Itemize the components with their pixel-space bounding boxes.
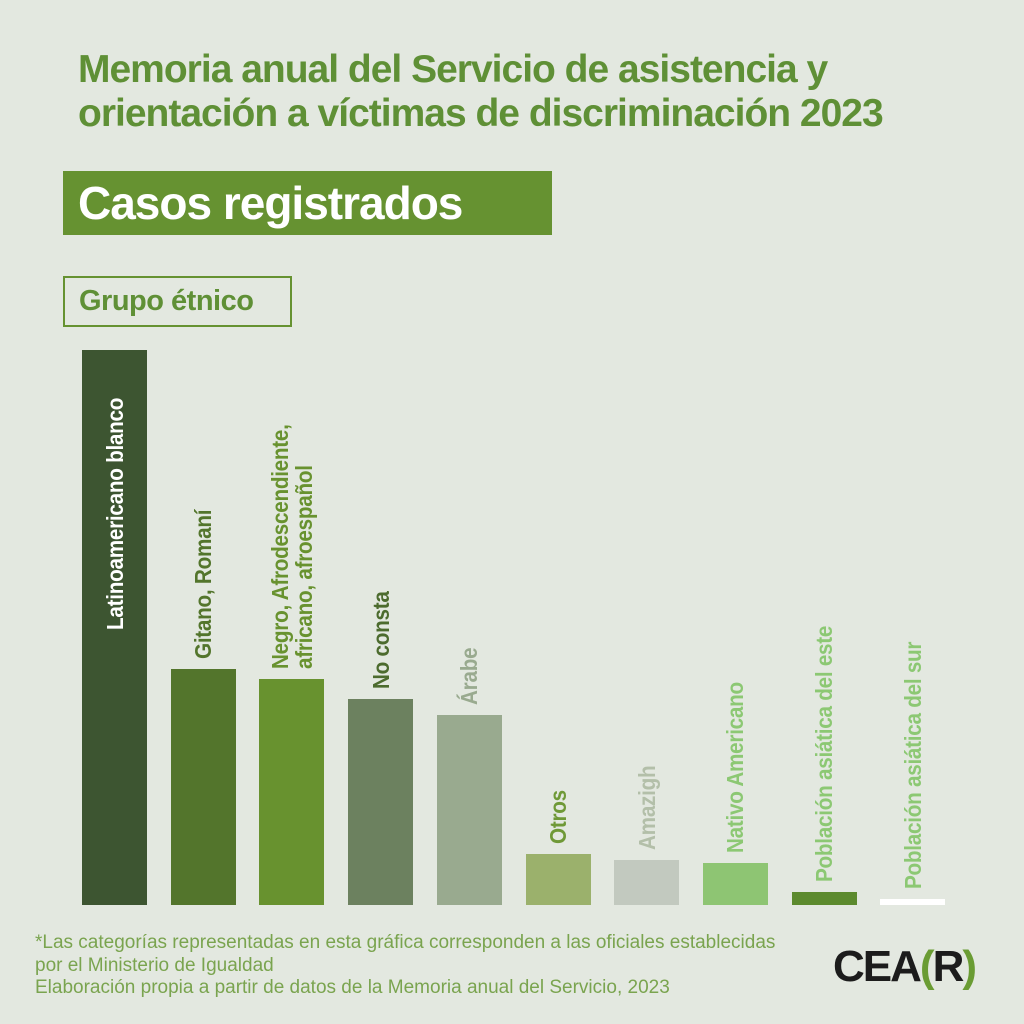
category-axis-label: Grupo étnico xyxy=(79,285,254,317)
page-title: Memoria anual del Servicio de asistencia… xyxy=(78,48,884,136)
chart-title-label: Casos registrados xyxy=(78,177,463,229)
footnote: *Las categorías representadas en esta gr… xyxy=(35,932,775,1000)
cear-logo: CEA(R) xyxy=(833,942,977,992)
bar-label: Nativo Americano xyxy=(722,682,749,853)
bar xyxy=(702,863,768,905)
bar xyxy=(525,854,591,905)
page-title-line-1: Memoria anual del Servicio de asistencia… xyxy=(78,48,828,91)
bar xyxy=(614,860,680,905)
bar xyxy=(436,715,502,905)
bar xyxy=(880,899,946,905)
bar-label-line: Otros xyxy=(545,790,571,844)
bar xyxy=(791,892,857,905)
bar-label-line: Población asiática del sur xyxy=(899,641,926,889)
bar-label: Otros xyxy=(545,790,571,844)
bar-label: Latinoamericano blanco xyxy=(101,397,128,630)
bar xyxy=(259,679,325,905)
bar-label-line: Negro, Afrodescendiente, xyxy=(266,424,293,669)
footnote-line-3: Elaboración propia a partir de datos de … xyxy=(35,977,670,998)
bar-label: Población asiática del este xyxy=(811,625,838,882)
bar-label-line: Gitano, Romaní xyxy=(190,509,217,659)
bar-label: Gitano, Romaní xyxy=(190,509,217,659)
bar-label: Población asiática del sur xyxy=(899,641,926,889)
bar xyxy=(348,699,414,905)
cear-logo-segment: R xyxy=(932,942,965,991)
bar-label: Negro, Afrodescendiente, africano, afroes… xyxy=(266,424,317,669)
cear-logo-segment: ( xyxy=(919,942,935,991)
bar xyxy=(82,350,147,905)
bar-label-line: No consta xyxy=(367,591,394,689)
bar-label: Amazigh xyxy=(633,765,660,850)
bar-label: Árabe xyxy=(456,647,483,705)
cear-logo-segment: ) xyxy=(962,942,977,991)
bar-label: No consta xyxy=(367,591,394,689)
bar-label-line: africano, afroespañol xyxy=(290,465,317,669)
footnote-line-1: *Las categorías representadas en esta gr… xyxy=(35,932,776,953)
page-title-line-2: orientación a víctimas de discriminación… xyxy=(78,92,884,135)
bar-label-line: Población asiática del este xyxy=(811,625,838,882)
cear-logo-segment: CEA xyxy=(833,942,922,991)
bar-label-line: Nativo Americano xyxy=(722,682,749,853)
chart-title-banner: Casos registrados xyxy=(63,171,552,235)
bar-label-line: Latinoamericano blanco xyxy=(101,397,128,630)
bar xyxy=(170,669,236,905)
footnote-line-2: por el Ministerio de Igualdad xyxy=(35,954,274,976)
category-axis-box: Grupo étnico xyxy=(63,276,292,327)
bar-label-line: Árabe xyxy=(456,647,483,705)
bar-label-line: Amazigh xyxy=(633,765,660,850)
